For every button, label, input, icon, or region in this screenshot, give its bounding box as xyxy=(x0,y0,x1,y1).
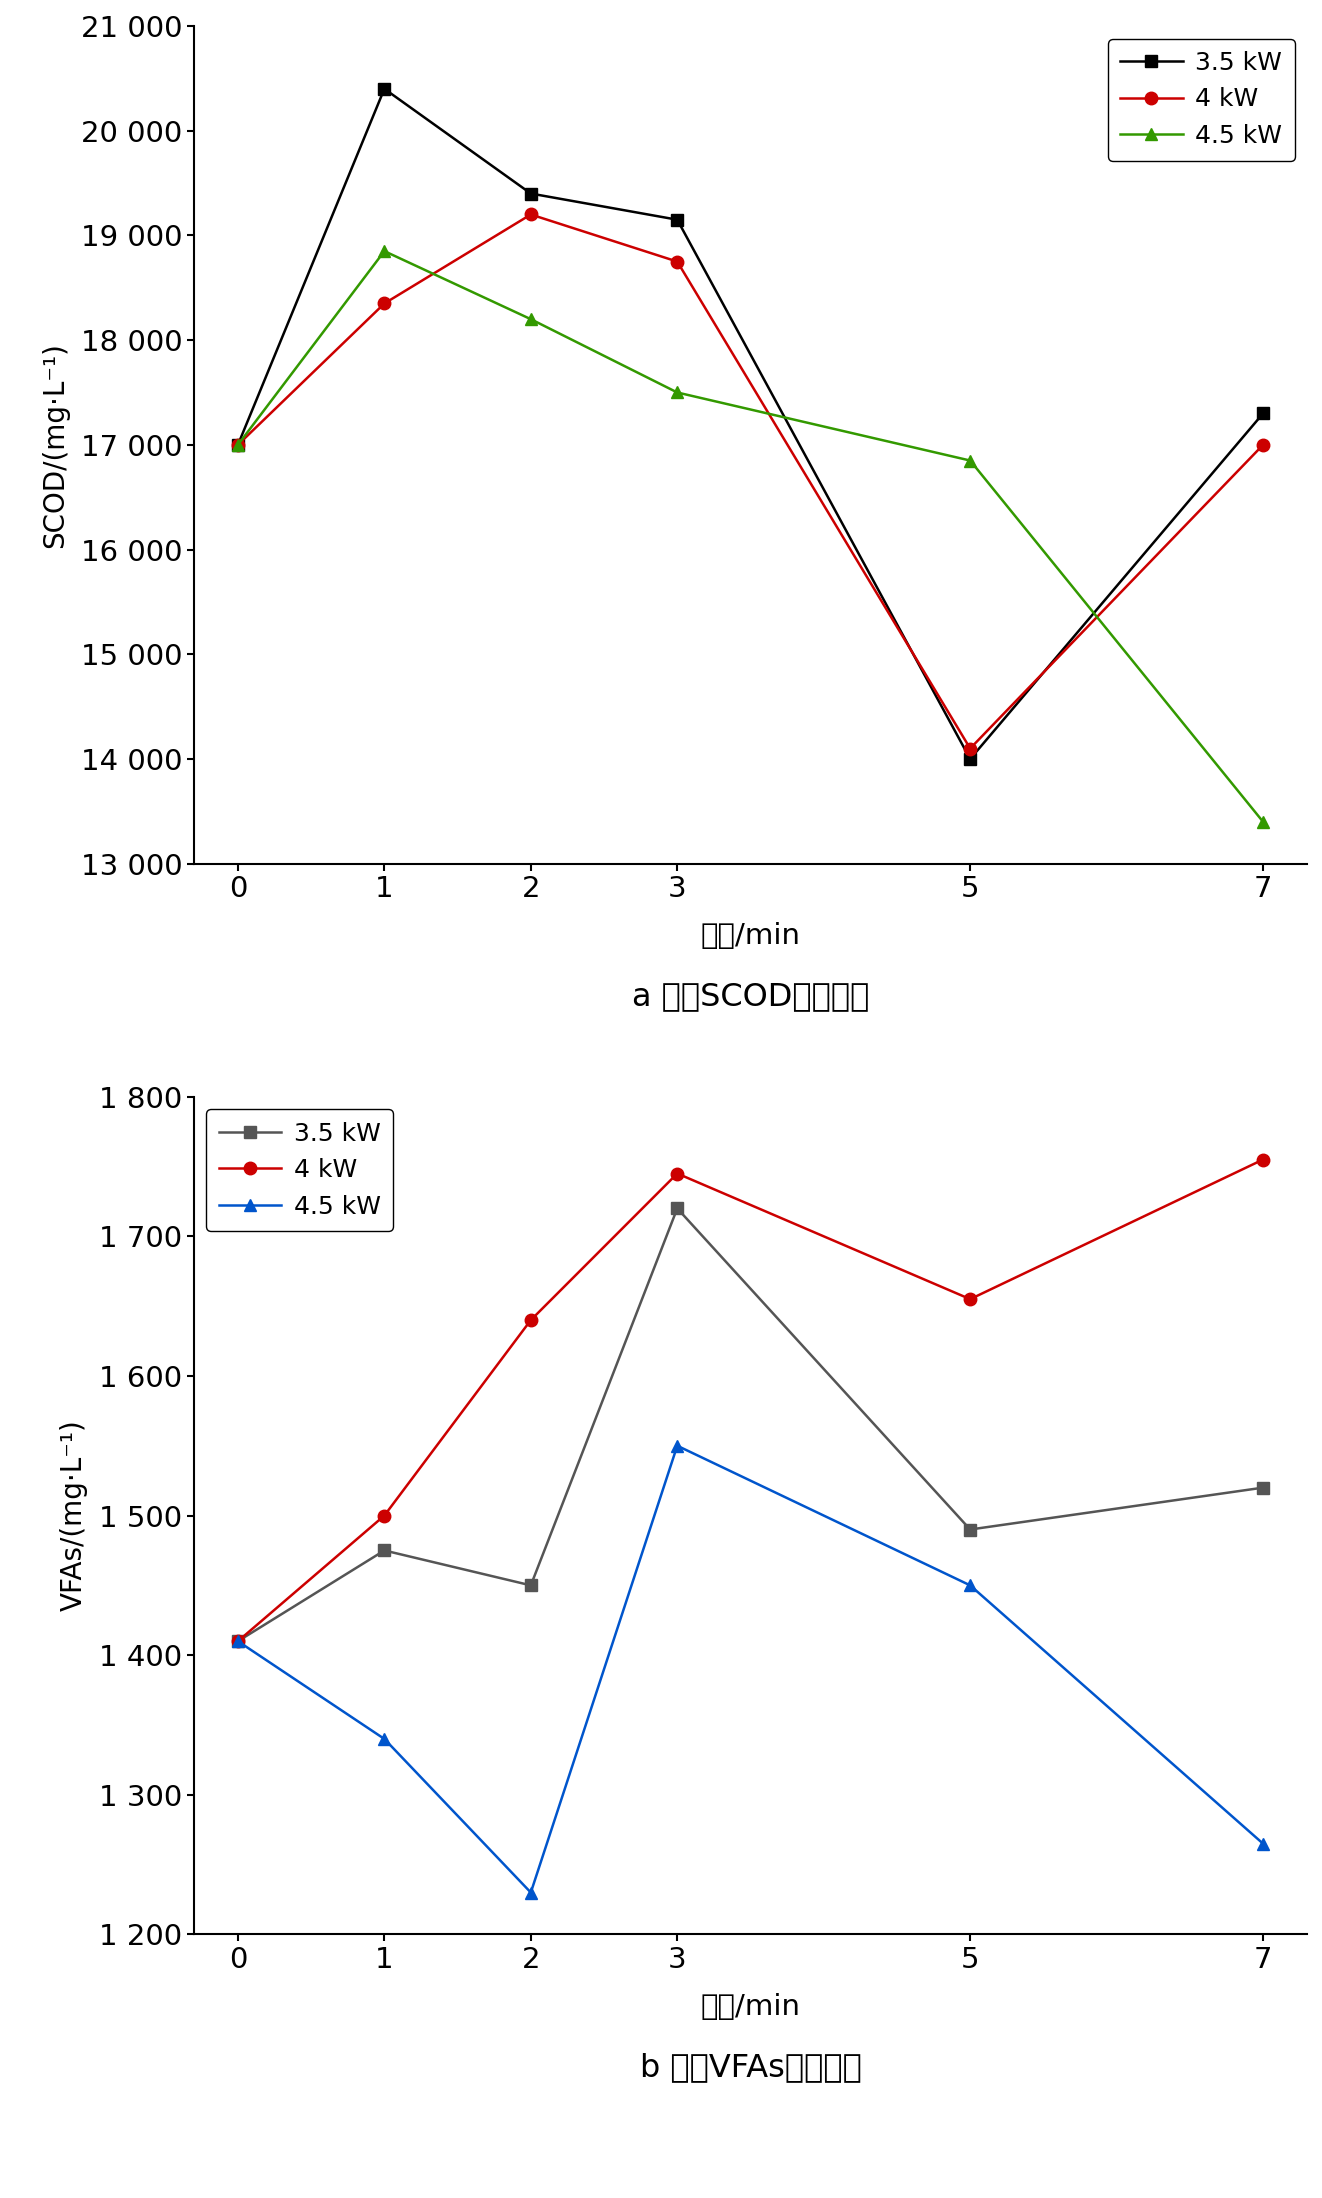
4.5 kW xyxy=(1255,809,1270,835)
Line: 3.5 kW: 3.5 kW xyxy=(231,84,1269,765)
4.5 kW xyxy=(1255,1831,1270,1857)
Text: 时间/min: 时间/min xyxy=(701,1994,801,2020)
4 kW xyxy=(524,1308,539,1334)
Y-axis label: VFAs/(mg·L⁻¹): VFAs/(mg·L⁻¹) xyxy=(59,1420,87,1611)
3.5 kW xyxy=(1255,400,1270,426)
4 kW xyxy=(1255,431,1270,457)
4 kW xyxy=(669,248,685,275)
3.5 kW xyxy=(230,1629,246,1655)
3.5 kW xyxy=(669,207,685,233)
3.5 kW xyxy=(524,180,539,207)
Line: 4 kW: 4 kW xyxy=(231,209,1269,754)
3.5 kW xyxy=(1255,1475,1270,1501)
Line: 3.5 kW: 3.5 kW xyxy=(231,1202,1269,1648)
4.5 kW xyxy=(377,1725,393,1752)
4.5 kW xyxy=(524,306,539,332)
4.5 kW xyxy=(962,448,978,475)
Y-axis label: SCOD/(mg·L⁻¹): SCOD/(mg·L⁻¹) xyxy=(41,343,70,547)
4.5 kW xyxy=(962,1572,978,1598)
Line: 4 kW: 4 kW xyxy=(231,1154,1269,1648)
4 kW xyxy=(962,1286,978,1312)
3.5 kW xyxy=(962,745,978,771)
4.5 kW xyxy=(669,1433,685,1459)
4.5 kW xyxy=(377,237,393,264)
4 kW xyxy=(377,290,393,317)
4 kW xyxy=(669,1161,685,1187)
Text: b 污泥VFAs变化情况: b 污泥VFAs变化情况 xyxy=(640,2051,862,2084)
4.5 kW xyxy=(230,431,246,457)
3.5 kW xyxy=(230,431,246,457)
Text: a 污泥SCOD变化情况: a 污泥SCOD变化情况 xyxy=(632,980,869,1011)
Legend: 3.5 kW, 4 kW, 4.5 kW: 3.5 kW, 4 kW, 4.5 kW xyxy=(206,1110,394,1231)
4 kW xyxy=(377,1503,393,1530)
4 kW xyxy=(230,1629,246,1655)
Text: 时间/min: 时间/min xyxy=(701,923,801,950)
4.5 kW xyxy=(669,380,685,407)
Legend: 3.5 kW, 4 kW, 4.5 kW: 3.5 kW, 4 kW, 4.5 kW xyxy=(1108,40,1294,160)
4 kW xyxy=(230,431,246,457)
Line: 4.5 kW: 4.5 kW xyxy=(231,244,1269,829)
3.5 kW xyxy=(377,1536,393,1563)
4 kW xyxy=(524,202,539,229)
4.5 kW xyxy=(230,1629,246,1655)
3.5 kW xyxy=(962,1517,978,1543)
3.5 kW xyxy=(669,1196,685,1222)
3.5 kW xyxy=(524,1572,539,1598)
Line: 4.5 kW: 4.5 kW xyxy=(231,1440,1269,1899)
4 kW xyxy=(1255,1147,1270,1174)
4 kW xyxy=(962,736,978,763)
4.5 kW xyxy=(524,1879,539,1906)
3.5 kW xyxy=(377,75,393,101)
